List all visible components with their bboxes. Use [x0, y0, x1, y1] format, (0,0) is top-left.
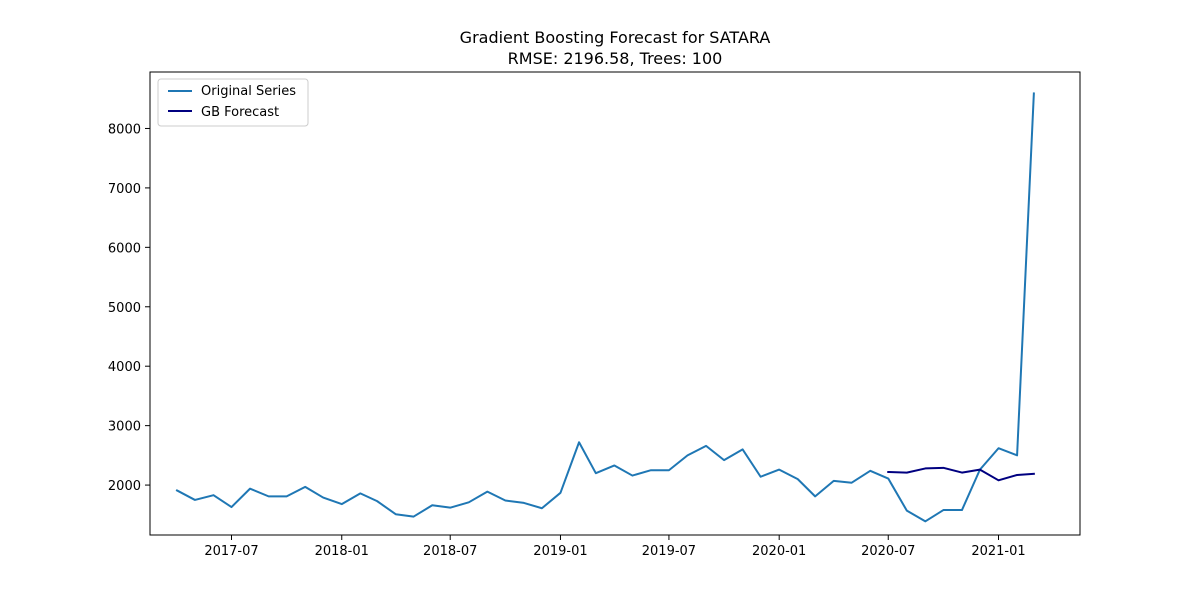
y-tick-label: 7000: [108, 182, 141, 197]
x-tick-label: 2019-07: [642, 544, 696, 559]
legend-box: [157, 78, 309, 127]
x-tick-label: 2021-01: [971, 544, 1025, 559]
series-layer: [175, 92, 1035, 523]
x-tick-label: 2019-01: [533, 544, 587, 559]
x-tick-label: 2020-01: [752, 544, 806, 559]
x-tick-label: 2017-07: [204, 544, 258, 559]
chart-title: Gradient Boosting Forecast for SATARA: [460, 28, 771, 47]
y-tick-label: 6000: [108, 241, 141, 256]
y-axis: 2000 3000 4000 5000 6000 7000 8000: [108, 122, 150, 494]
x-tick-label: 2018-01: [315, 544, 369, 559]
y-tick-label: 2000: [108, 479, 141, 494]
plot-area: 2017-07 2018-01 2018-07 2019-01 2019-07 2020-…: [108, 71, 1081, 559]
legend-label-gb-forecast: GB Forecast: [201, 105, 279, 120]
series-line-original-series: [175, 92, 1035, 523]
x-tick-label: 2020-07: [861, 544, 915, 559]
x-axis: 2017-07 2018-01 2018-07 2019-01 2019-07 2020-…: [204, 535, 1026, 559]
y-tick-label: 4000: [108, 360, 141, 375]
plot-frame: [149, 71, 1081, 536]
chart-subtitle: RMSE: 2196.58, Trees: 100: [508, 49, 723, 68]
x-tick-label: 2018-07: [423, 544, 477, 559]
legend-label-original-series: Original Series: [201, 84, 296, 99]
y-tick-label: 5000: [108, 301, 141, 316]
series-line-gb-forecast: [887, 466, 1035, 482]
legend: Original Series GB Forecast: [157, 78, 309, 127]
y-tick-label: 8000: [108, 122, 141, 137]
y-tick-label: 3000: [108, 420, 141, 435]
